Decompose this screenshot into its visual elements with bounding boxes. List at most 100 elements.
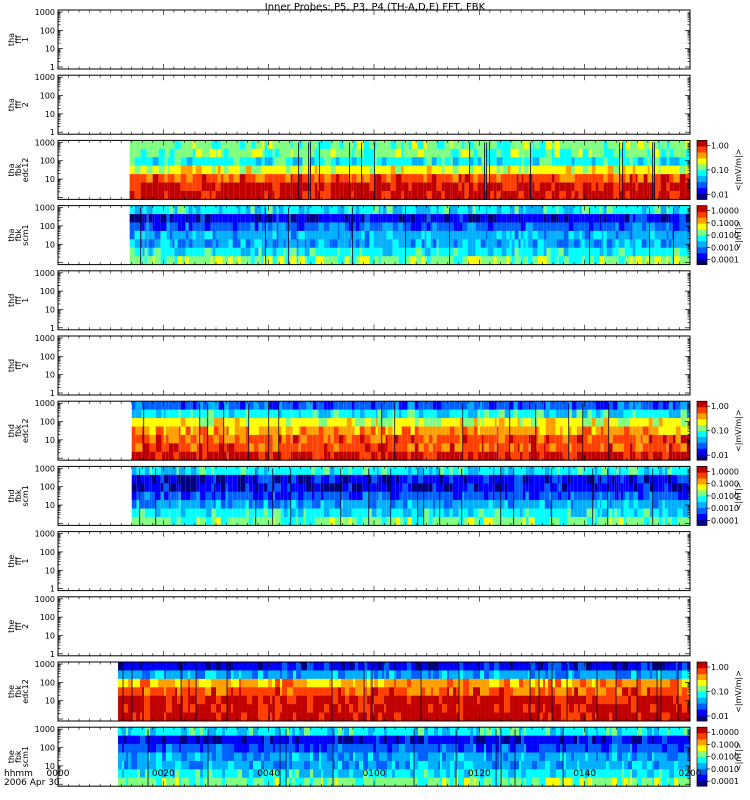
spectrogram-cell <box>485 256 488 265</box>
spectrogram-cell <box>431 165 437 175</box>
spectrogram-cell <box>475 247 481 257</box>
spectrogram-cell <box>267 491 273 501</box>
spectrogram-cell <box>239 140 246 150</box>
spectrogram-cell <box>263 474 268 484</box>
spectrogram-cell <box>509 230 512 240</box>
spectrogram-cell <box>387 443 393 453</box>
spectrogram-cell <box>571 451 577 461</box>
spectrogram-cell <box>135 401 142 410</box>
spectrogram-cell <box>436 443 442 453</box>
spectrogram-cell <box>167 190 170 200</box>
spectrogram-cell <box>478 466 484 476</box>
spectrogram-cell <box>161 443 164 453</box>
spectrogram-cell <box>228 157 234 166</box>
spectrogram-cell <box>278 426 282 436</box>
spectrogram-cell <box>431 182 437 192</box>
spectrogram-cell <box>489 190 494 200</box>
spectrogram-cell <box>410 418 415 427</box>
spectrogram-cell <box>507 174 511 183</box>
spectrogram-cell <box>222 256 229 265</box>
spectrogram-cell <box>329 256 332 265</box>
spectrogram-cell <box>255 182 262 192</box>
spectrogram-cell <box>622 157 626 166</box>
y-axis-label: edc12 <box>21 418 30 443</box>
spectrogram-cell <box>237 483 241 492</box>
spectrogram-cell <box>574 174 579 183</box>
spectrogram-cell <box>660 140 667 150</box>
spectrogram-cell <box>152 174 159 183</box>
spectrogram-cell <box>473 426 478 436</box>
spectrogram-cell <box>441 174 445 183</box>
spectrogram-cell <box>362 508 369 518</box>
spectrogram-cell <box>458 483 462 492</box>
spectrogram-cell <box>390 157 396 166</box>
spectrogram-cell <box>373 222 379 232</box>
spectrogram-cell <box>196 466 200 476</box>
spectrogram-cell <box>369 190 375 200</box>
spectrogram-cell <box>563 222 569 232</box>
spectrogram-cell <box>252 508 256 518</box>
spectrogram-cell <box>520 222 524 232</box>
spectrogram-cell <box>467 230 473 240</box>
spectrogram-cell <box>415 214 422 223</box>
spectrogram-cell <box>296 256 299 265</box>
spectrogram-cell <box>452 182 459 192</box>
spectrogram-cell <box>369 182 375 192</box>
spectrogram-cell <box>493 157 497 166</box>
spectrogram-cell <box>668 230 672 240</box>
spectrogram-cell <box>206 140 210 150</box>
spectrogram-cell <box>615 214 619 223</box>
spectrogram-cell <box>186 148 193 158</box>
spectrogram-cell <box>588 174 592 183</box>
spectrogram-cell <box>285 190 291 200</box>
spectrogram-cell <box>555 418 560 427</box>
spectrogram-cell <box>177 205 182 215</box>
spectrogram-cell <box>591 165 596 175</box>
spectrogram-cell <box>438 214 444 223</box>
spectrogram-cell <box>308 182 311 192</box>
spectrogram-cell <box>374 140 377 150</box>
spectrogram-cell <box>176 483 179 492</box>
colorbar-swatch <box>697 401 707 408</box>
y-tick-label: 1000 <box>35 334 55 343</box>
spectrogram-cell <box>309 205 316 215</box>
spectrogram-cell <box>267 205 273 215</box>
spectrogram-cell <box>285 148 291 158</box>
spectrogram-cell <box>228 418 235 427</box>
colorbar-swatch <box>697 211 707 218</box>
spectrogram-cell <box>635 182 638 192</box>
spectrogram-cell <box>154 205 161 215</box>
spectrogram-cell <box>245 140 252 150</box>
spectrogram-cell <box>292 443 299 453</box>
spectrogram-cell <box>573 256 580 265</box>
spectrogram-cell <box>207 434 214 444</box>
spectrogram-cell <box>348 500 352 509</box>
spectrogram-cell <box>504 434 510 444</box>
spectrogram-cell <box>129 157 135 166</box>
spectrogram-cell <box>356 500 363 509</box>
spectrogram-cell <box>660 165 667 175</box>
spectrogram-cell <box>475 214 481 223</box>
colorbar-swatch <box>697 187 707 194</box>
spectrogram-cell <box>658 148 661 158</box>
spectrogram-cell <box>361 256 365 265</box>
spectrogram-cell <box>240 205 246 215</box>
y-axis-label: fff <box>14 296 23 305</box>
spectrogram-cell <box>523 230 526 240</box>
spectrogram-cell <box>643 140 648 150</box>
spectrogram-cell <box>502 174 508 183</box>
spectrogram-cell <box>405 230 411 240</box>
spectrogram-cell <box>264 190 268 200</box>
spectrogram-cell <box>311 491 315 501</box>
spectrogram-cell <box>479 434 482 444</box>
colorbar-swatch <box>697 424 707 431</box>
spectrogram-cell <box>201 157 207 166</box>
spectrogram-cell <box>629 157 633 166</box>
spectrogram-cell <box>177 230 182 240</box>
colorbar-swatch <box>697 164 707 171</box>
spectrogram-cell <box>390 516 396 526</box>
spectrogram-cell <box>426 230 431 240</box>
spectrogram-cell <box>206 157 210 166</box>
spectrogram-cell <box>568 247 574 257</box>
